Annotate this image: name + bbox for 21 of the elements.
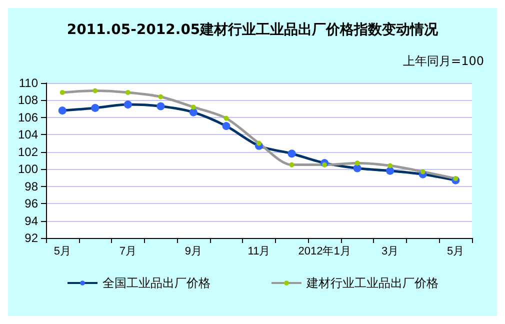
y-tick-label: 110 bbox=[18, 76, 38, 90]
legend-label: 全国工业品出厂价格 bbox=[102, 276, 210, 290]
x-tick-label: 5月 bbox=[447, 246, 464, 258]
x-tick-label: 3月 bbox=[382, 246, 399, 258]
y-tick-label: 96 bbox=[24, 196, 38, 211]
y-tick-label: 104 bbox=[18, 128, 38, 142]
x-tick-label: 5月 bbox=[54, 246, 71, 258]
y-tick-label: 94 bbox=[24, 214, 38, 228]
x-tick-label: 9月 bbox=[184, 246, 202, 258]
y-tick-label: 108 bbox=[18, 93, 38, 108]
y-tick-label: 92 bbox=[24, 231, 38, 245]
y-tick-label: 102 bbox=[18, 144, 38, 159]
x-tick-label: 7月 bbox=[119, 246, 136, 258]
chart-title: 2011.05-2012.05建材行业工业品出厂价格指数变动情况 bbox=[66, 21, 440, 38]
legend-label: 建材行业工业品出厂价格 bbox=[306, 276, 438, 290]
y-tick-label: 98 bbox=[24, 179, 38, 194]
x-tick-label: 2012年1月 bbox=[298, 246, 351, 258]
y-tick-label: 106 bbox=[18, 110, 38, 124]
y-tick-label: 100 bbox=[18, 162, 38, 176]
chart-subtitle: 上年同月=100 bbox=[403, 54, 484, 68]
x-tick-label: 11月 bbox=[248, 246, 270, 258]
